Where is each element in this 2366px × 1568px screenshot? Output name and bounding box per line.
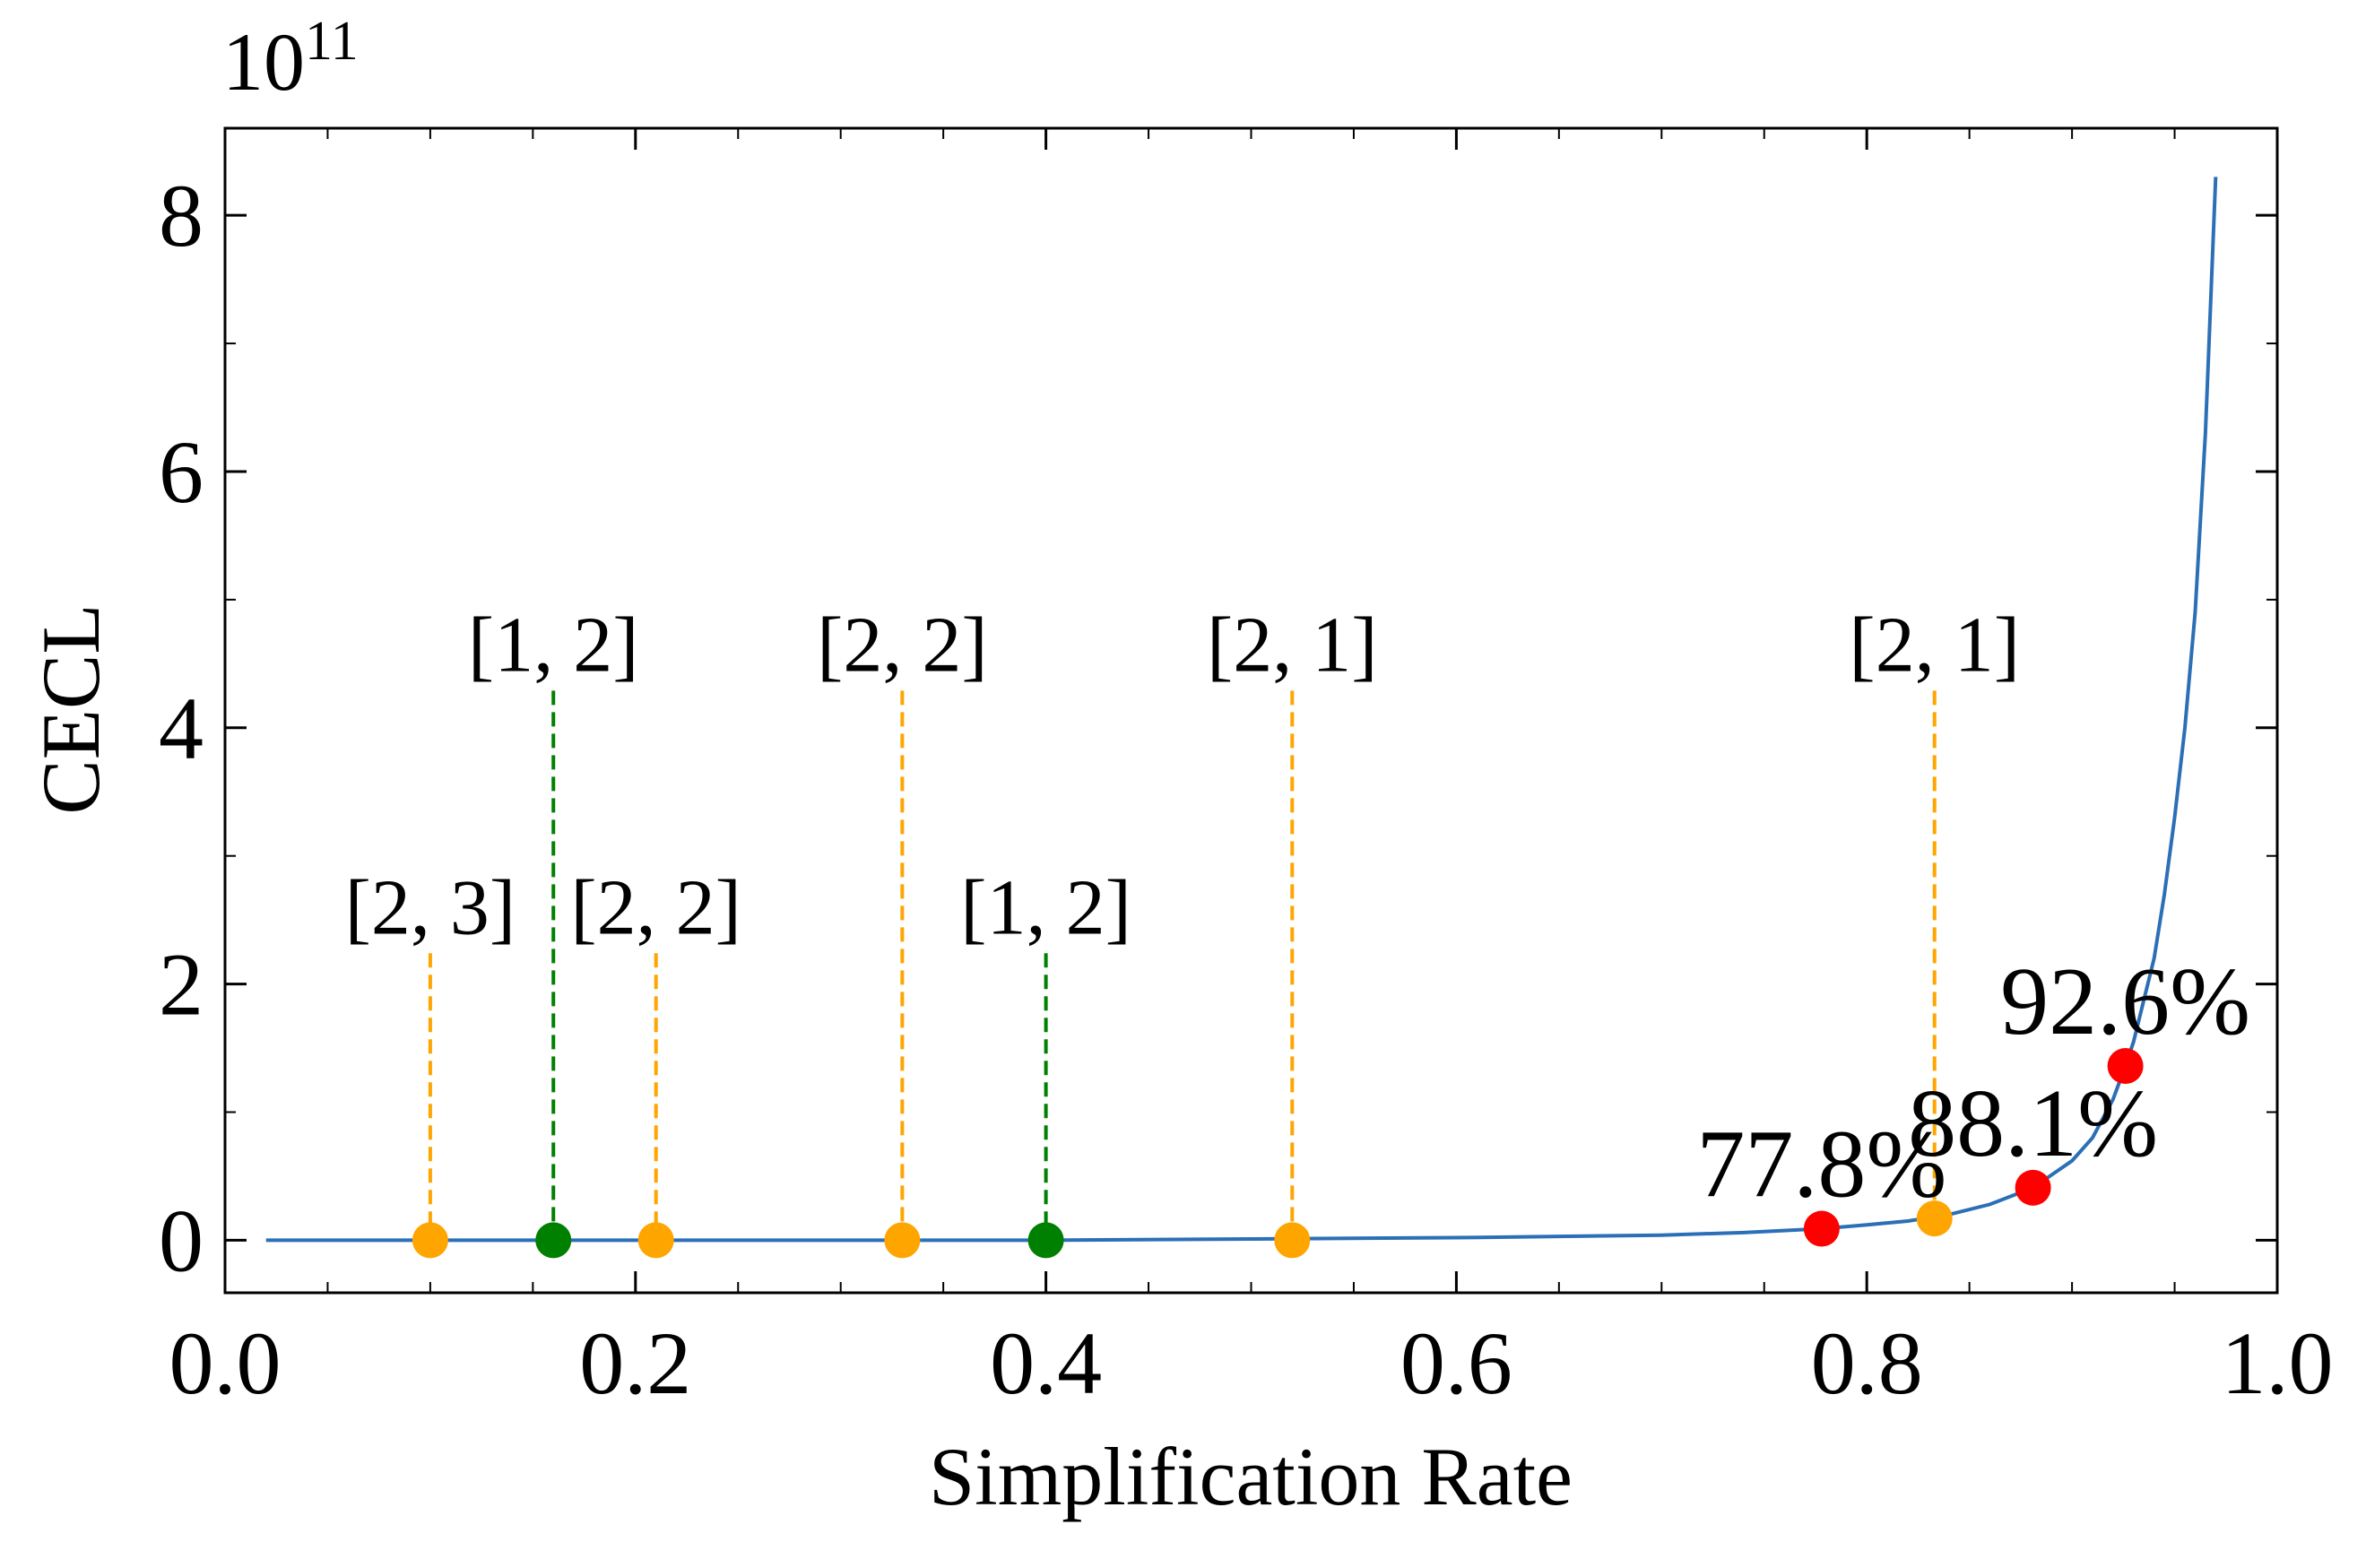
annotation-label: [2, 1] <box>1849 602 2020 689</box>
y-tick-label: 6 <box>159 422 204 522</box>
x-tick-label: 0.4 <box>990 1313 1102 1413</box>
point <box>1274 1222 1311 1259</box>
point <box>535 1222 572 1259</box>
offset-base: 10 <box>222 16 305 108</box>
point-label: 88.1% <box>1908 1070 2158 1177</box>
point <box>637 1222 674 1259</box>
annotation-label: [2, 2] <box>570 864 741 951</box>
annotation-label: [2, 2] <box>817 602 988 689</box>
annotation-label: [1, 2] <box>468 602 639 689</box>
x-tick-label: 1.0 <box>2222 1313 2334 1413</box>
y-offset-text: 1011 <box>222 11 359 108</box>
point-label: 92.6% <box>2000 949 2250 1055</box>
y-tick-label: 2 <box>159 935 204 1035</box>
y-tick-label: 0 <box>159 1191 204 1290</box>
y-tick-label: 4 <box>159 679 204 778</box>
y-axis-label: CECL <box>25 603 117 814</box>
point <box>1027 1222 1064 1259</box>
point <box>2107 1048 2144 1085</box>
x-tick-label: 0.0 <box>169 1313 282 1413</box>
offset-exponent: 11 <box>305 11 359 72</box>
x-axis-label: Simplification Rate <box>929 1431 1573 1522</box>
point <box>2015 1169 2051 1206</box>
point <box>1803 1210 1840 1247</box>
x-tick-label: 0.2 <box>579 1313 691 1413</box>
x-tick-label: 0.6 <box>1400 1313 1512 1413</box>
point <box>884 1222 921 1259</box>
point <box>1916 1200 1953 1237</box>
x-tick-label: 0.8 <box>1811 1313 1923 1413</box>
annotation-label: [1, 2] <box>960 864 1131 951</box>
y-tick-label: 8 <box>159 166 204 265</box>
point-label: 77.8% <box>1696 1112 1946 1218</box>
cecl-line <box>265 177 2218 1243</box>
annotation-label: [2, 3] <box>345 864 516 951</box>
point <box>412 1222 448 1259</box>
plot-frame <box>223 126 2279 1295</box>
annotation-label: [2, 1] <box>1207 602 1378 689</box>
